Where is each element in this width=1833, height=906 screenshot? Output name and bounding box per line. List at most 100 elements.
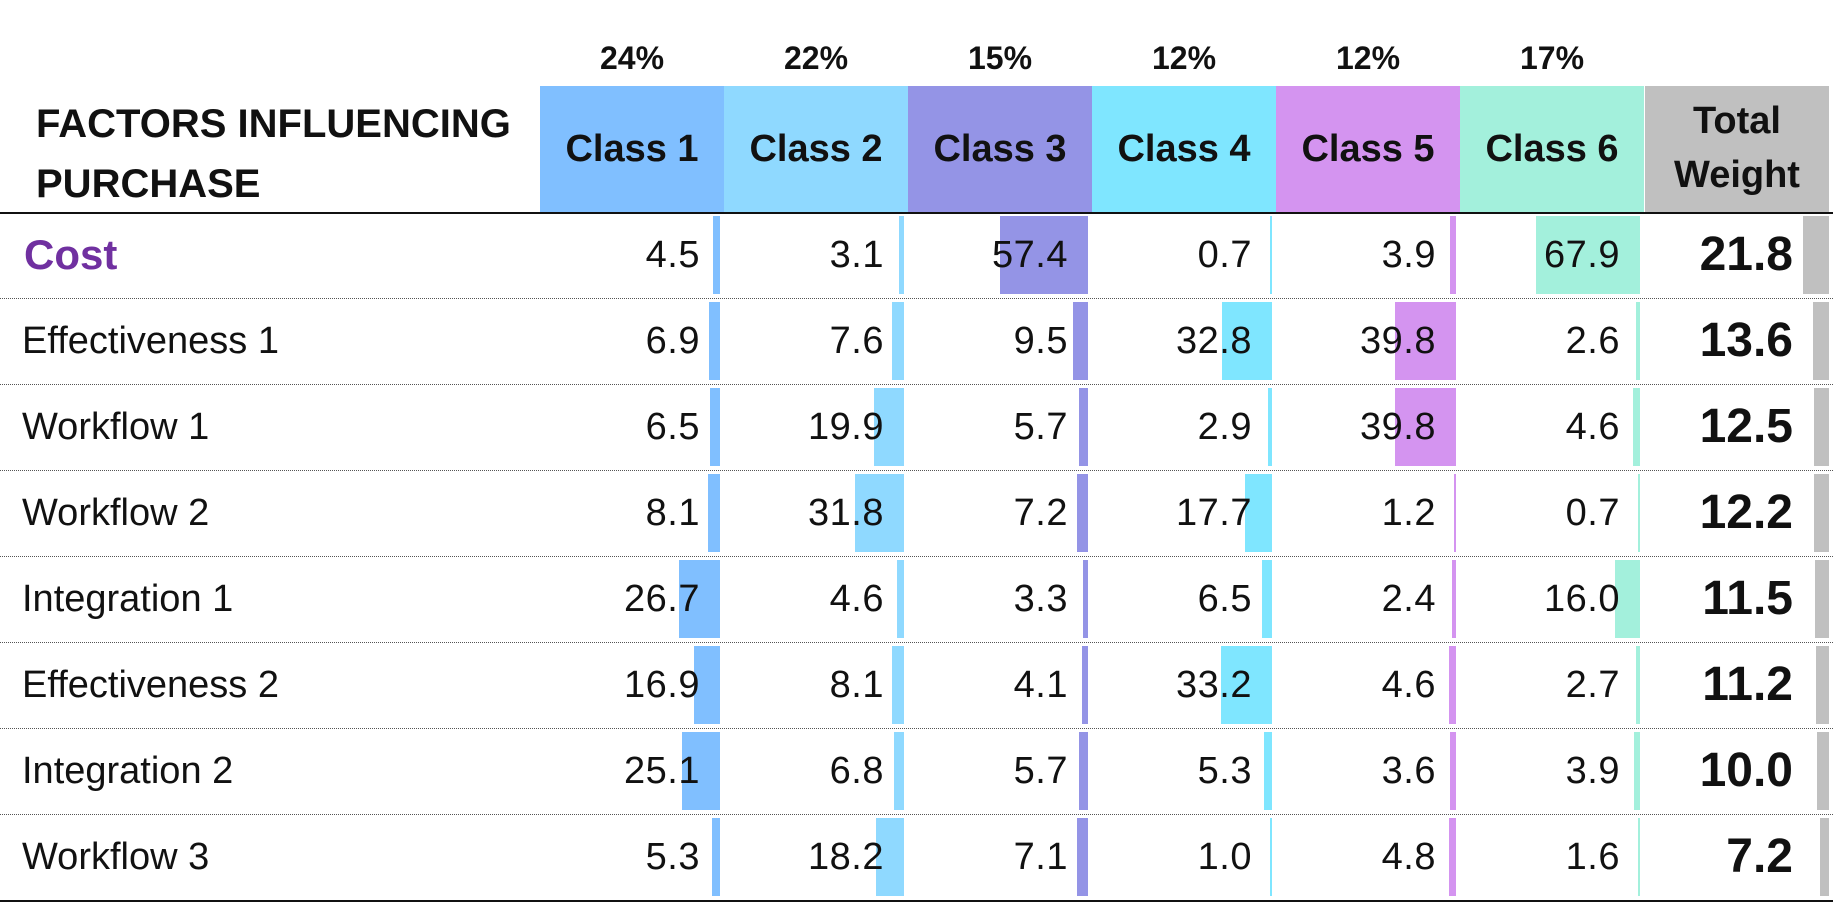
value-bar bbox=[1452, 560, 1456, 638]
value-bar bbox=[1636, 302, 1640, 380]
class-2-header-label: Class 2 bbox=[749, 128, 883, 170]
value-label: 32.8 bbox=[1176, 320, 1252, 362]
value-bar bbox=[1222, 302, 1272, 380]
header-divider bbox=[0, 212, 1833, 214]
value-bar bbox=[897, 560, 904, 638]
value-label: 0.7 bbox=[1197, 234, 1252, 276]
table-title-line-2: PURCHASE bbox=[36, 162, 261, 206]
row-divider bbox=[0, 298, 1833, 299]
total-bar bbox=[1820, 818, 1829, 896]
value-bar bbox=[1449, 818, 1456, 896]
class-3-header-label: Class 3 bbox=[933, 128, 1067, 170]
class-3-share: 15% bbox=[967, 40, 1033, 76]
class-5-header-label: Class 5 bbox=[1301, 128, 1435, 170]
value-label: 39.8 bbox=[1360, 320, 1436, 362]
value-bar bbox=[1077, 818, 1088, 896]
value-bar bbox=[892, 302, 904, 380]
class-6-header-label: Class 6 bbox=[1485, 128, 1619, 170]
value-label: 2.4 bbox=[1381, 578, 1436, 620]
value-bar bbox=[1270, 818, 1272, 896]
value-bar bbox=[694, 646, 720, 724]
total-value: 12.2 bbox=[1699, 486, 1793, 539]
value-bar bbox=[1454, 474, 1456, 552]
value-label: 2.9 bbox=[1197, 406, 1252, 448]
value-bar bbox=[710, 388, 720, 466]
value-label: 57.4 bbox=[992, 234, 1068, 276]
value-label: 1.2 bbox=[1381, 492, 1436, 534]
value-label: 0.7 bbox=[1565, 492, 1620, 534]
value-label: 4.6 bbox=[1565, 406, 1620, 448]
total-bar bbox=[1814, 474, 1829, 552]
value-bar bbox=[709, 302, 720, 380]
value-label: 5.7 bbox=[1013, 406, 1068, 448]
value-label: 16.0 bbox=[1544, 578, 1620, 620]
value-bar bbox=[1079, 388, 1088, 466]
total-value: 10.0 bbox=[1699, 744, 1793, 797]
class-4-header bbox=[1092, 86, 1276, 212]
value-label: 3.9 bbox=[1381, 234, 1436, 276]
value-bar bbox=[1450, 216, 1456, 294]
value-bar bbox=[1077, 474, 1088, 552]
total-bar bbox=[1816, 646, 1829, 724]
value-label: 5.3 bbox=[1197, 750, 1252, 792]
value-bar bbox=[1395, 302, 1456, 380]
row-label: Effectiveness 2 bbox=[22, 664, 280, 706]
total-value: 13.6 bbox=[1699, 314, 1793, 367]
total-bar bbox=[1813, 302, 1829, 380]
value-bar bbox=[708, 474, 720, 552]
total-value: 12.5 bbox=[1699, 400, 1793, 453]
row-divider bbox=[0, 728, 1833, 729]
value-bar bbox=[899, 216, 904, 294]
row-divider bbox=[0, 470, 1833, 471]
row-label: Workflow 2 bbox=[22, 492, 210, 534]
value-label: 5.3 bbox=[645, 836, 700, 878]
value-bar bbox=[1615, 560, 1640, 638]
value-label: 19.9 bbox=[808, 406, 884, 448]
value-bar bbox=[1636, 646, 1640, 724]
class-2-share: 22% bbox=[783, 40, 849, 76]
value-label: 31.8 bbox=[808, 492, 884, 534]
value-bar bbox=[1268, 388, 1272, 466]
class-6-share: 17% bbox=[1519, 40, 1585, 76]
row-divider bbox=[0, 900, 1833, 902]
value-label: 2.6 bbox=[1565, 320, 1620, 362]
total-bar bbox=[1817, 732, 1829, 810]
total-value: 7.2 bbox=[1726, 830, 1793, 883]
value-label: 16.9 bbox=[624, 664, 700, 706]
row-label: Workflow 1 bbox=[22, 406, 210, 448]
class-2-header bbox=[724, 86, 908, 212]
value-label: 6.5 bbox=[645, 406, 700, 448]
value-bar bbox=[1082, 646, 1088, 724]
class-4-header-label: Class 4 bbox=[1117, 128, 1251, 170]
value-label: 17.7 bbox=[1176, 492, 1252, 534]
value-bar bbox=[874, 388, 904, 466]
value-label: 4.5 bbox=[645, 234, 700, 276]
value-bar bbox=[712, 818, 720, 896]
value-label: 7.1 bbox=[1013, 836, 1068, 878]
value-label: 8.1 bbox=[829, 664, 884, 706]
value-label: 3.3 bbox=[1013, 578, 1068, 620]
value-bar bbox=[1450, 732, 1456, 810]
value-bar bbox=[1638, 818, 1640, 896]
value-bar bbox=[682, 732, 720, 810]
value-label: 1.6 bbox=[1565, 836, 1620, 878]
value-label: 3.1 bbox=[829, 234, 884, 276]
value-label: 5.7 bbox=[1013, 750, 1068, 792]
value-bar bbox=[1245, 474, 1272, 552]
total-value: 21.8 bbox=[1699, 228, 1793, 281]
row-label: Effectiveness 1 bbox=[22, 320, 280, 362]
total-bar bbox=[1814, 388, 1829, 466]
value-bar bbox=[855, 474, 904, 552]
value-bar bbox=[1634, 732, 1640, 810]
value-label: 4.6 bbox=[1381, 664, 1436, 706]
value-label: 3.9 bbox=[1565, 750, 1620, 792]
value-label: 25.1 bbox=[624, 750, 700, 792]
total-weight-header-line-1: Total bbox=[1693, 100, 1781, 142]
value-bar bbox=[1270, 216, 1272, 294]
total-weight-header-line-2: Weight bbox=[1674, 154, 1800, 196]
value-bar bbox=[1633, 388, 1640, 466]
table-title: FACTORS INFLUENCING PURCHASE bbox=[36, 94, 511, 214]
value-label: 4.6 bbox=[829, 578, 884, 620]
value-bar bbox=[1449, 646, 1456, 724]
